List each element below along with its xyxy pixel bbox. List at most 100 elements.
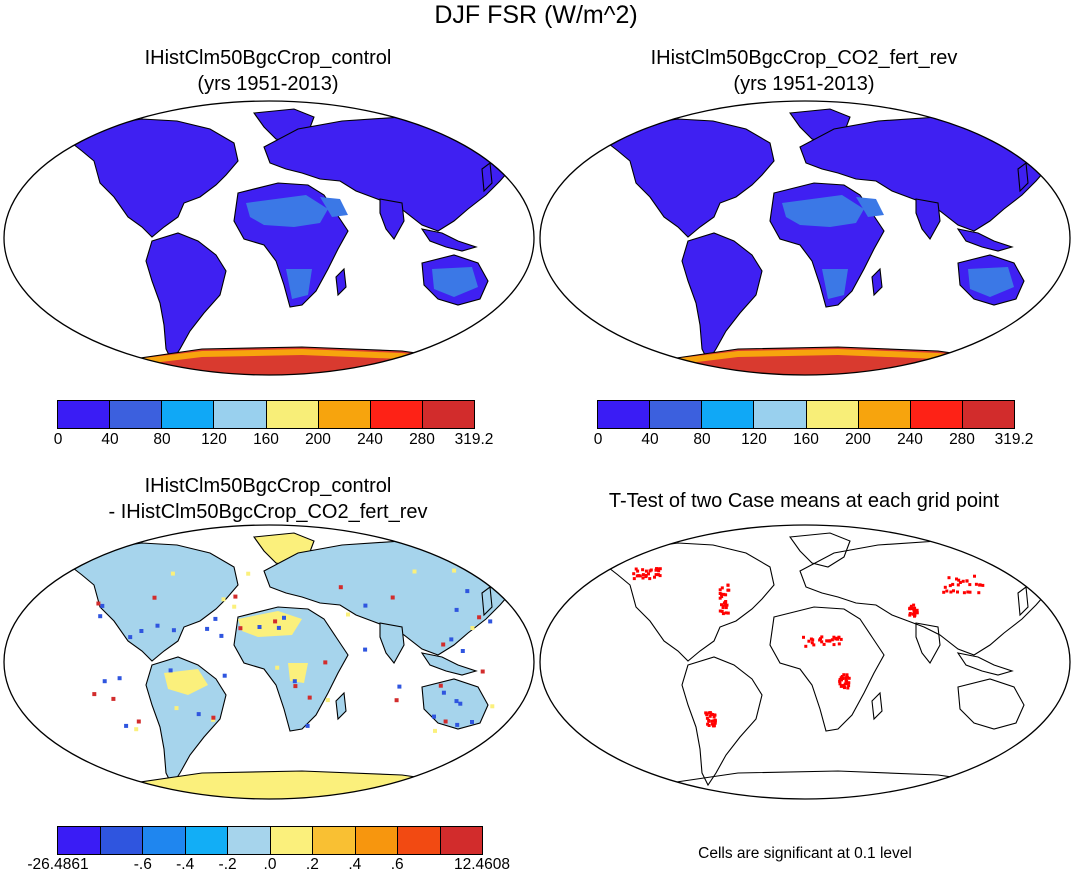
landmass-samerica	[145, 656, 227, 787]
significant-cell	[913, 610, 917, 614]
colorbar-tick-label: 40	[101, 431, 119, 448]
landmass-india	[379, 198, 405, 240]
significant-cell	[973, 574, 976, 578]
colorbar-tick-label: .2	[305, 856, 319, 873]
map-co2	[539, 100, 1071, 376]
difference-cell	[458, 701, 463, 706]
difference-cell	[111, 696, 116, 701]
significant-cell	[812, 643, 816, 647]
difference-cell	[394, 698, 399, 703]
difference-cell	[219, 633, 224, 638]
landmass-namerica	[62, 542, 239, 662]
difference-cell	[211, 715, 216, 720]
difference-cell	[477, 615, 482, 620]
significant-cell	[942, 590, 946, 594]
significant-cell	[658, 574, 662, 578]
significant-cell	[843, 682, 847, 686]
desert-region-arabia	[856, 197, 884, 217]
colorbar-tick-label: .0	[263, 856, 277, 873]
significant-cell	[718, 609, 722, 613]
difference-cell	[441, 642, 446, 647]
significant-cell	[634, 567, 638, 571]
significant-cell	[825, 639, 829, 643]
colorbar-tick-label: 160	[793, 431, 819, 448]
difference-cell	[139, 629, 144, 633]
significant-cell	[658, 567, 662, 571]
colorbar-control	[57, 400, 475, 429]
colorbar-tick-label: 240	[897, 431, 923, 448]
colorbar-tick-label: 80	[153, 431, 171, 448]
colorbar-swatch	[398, 827, 441, 854]
colorbar-tick-label: -.2	[218, 856, 237, 873]
significant-cell	[724, 611, 728, 615]
desert-region-southafrica	[286, 269, 312, 299]
significant-cell	[843, 686, 846, 690]
colorbar-swatch	[185, 827, 228, 854]
significant-cell	[724, 606, 728, 610]
significant-cell	[644, 569, 648, 573]
colorbar-swatch	[100, 827, 143, 854]
map-difference	[3, 524, 535, 800]
significant-cell	[977, 591, 981, 595]
significant-cell	[981, 583, 985, 587]
difference-cell	[480, 669, 485, 674]
significant-cell	[828, 639, 832, 643]
significant-cell	[706, 722, 710, 726]
significant-cell	[911, 612, 915, 616]
difference-cell	[460, 649, 465, 653]
significant-cell	[657, 569, 661, 573]
significant-cell	[832, 635, 836, 639]
significant-cell	[641, 573, 645, 577]
significant-cell	[945, 589, 949, 593]
panel-ttest-title: T-Test of two Case means at each grid po…	[608, 490, 1000, 512]
colorbar-swatch	[214, 401, 267, 428]
difference-cell	[307, 695, 312, 700]
colorbar-swatch	[910, 401, 963, 428]
significant-cell	[710, 722, 714, 726]
landmass-india	[915, 198, 941, 240]
significant-cell	[839, 684, 843, 688]
colorbar-swatch	[110, 401, 163, 428]
difference-cell	[257, 625, 262, 629]
difference-cell	[155, 623, 160, 628]
significant-cell	[724, 593, 728, 597]
colorbar-swatch	[806, 401, 859, 428]
landmass-madagascar	[335, 267, 347, 297]
significant-cell	[637, 574, 641, 578]
panel-diff-title-line2: - IHistClm50BgcCrop_CO2_fert_rev	[108, 501, 428, 523]
significant-cell	[647, 572, 650, 576]
significant-cell	[968, 583, 972, 587]
significant-cell	[820, 635, 824, 639]
landmass-antarctica	[100, 770, 494, 799]
significant-cell	[726, 611, 730, 615]
colorbar-swatch	[440, 827, 482, 854]
significant-cell	[847, 684, 851, 688]
panel-diff-title-line1: IHistClm50BgcCrop_control	[144, 475, 392, 497]
significant-cell	[978, 583, 982, 587]
significant-cell	[722, 592, 726, 596]
significant-cell	[961, 579, 965, 583]
desert-region-southafrica	[822, 269, 848, 299]
significant-cell	[713, 713, 717, 717]
significant-cell	[632, 572, 636, 576]
difference-cell	[98, 614, 103, 619]
significant-cell	[913, 606, 917, 610]
colorbar-tick-label: 240	[357, 431, 383, 448]
difference-cell	[136, 719, 141, 724]
colorbar-tick-label: 40	[641, 431, 659, 448]
difference-cell	[222, 673, 227, 678]
colorbar-tick-label: -.4	[176, 856, 195, 873]
significant-cell	[838, 678, 842, 681]
landmass-australia	[421, 678, 489, 730]
colorbar-swatch	[858, 401, 911, 428]
difference-cell	[490, 704, 495, 709]
significant-cell	[943, 585, 947, 589]
significant-cell	[653, 575, 656, 579]
colorbar-tick-label: 80	[693, 431, 711, 448]
significant-cell	[965, 579, 969, 583]
significant-cell	[707, 724, 711, 727]
difference-cell	[363, 647, 368, 652]
difference-cell	[100, 603, 105, 608]
landmass-antarctica	[636, 770, 1030, 799]
colorbar-swatch	[370, 401, 423, 428]
